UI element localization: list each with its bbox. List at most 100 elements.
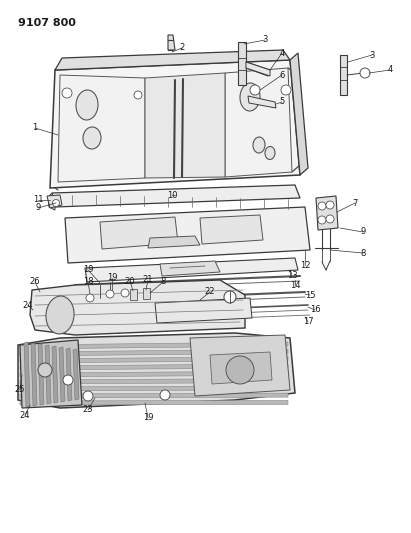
Text: 22: 22 <box>205 287 215 296</box>
Circle shape <box>83 391 93 401</box>
Ellipse shape <box>253 137 265 153</box>
Polygon shape <box>238 42 246 85</box>
Circle shape <box>281 85 291 95</box>
Ellipse shape <box>83 127 101 149</box>
Polygon shape <box>340 55 347 95</box>
Polygon shape <box>20 378 288 384</box>
Polygon shape <box>55 50 290 70</box>
Polygon shape <box>48 193 55 210</box>
Text: 3: 3 <box>262 36 268 44</box>
Polygon shape <box>50 60 300 188</box>
Polygon shape <box>168 35 175 50</box>
Polygon shape <box>45 345 51 404</box>
Polygon shape <box>30 280 245 335</box>
Polygon shape <box>20 340 82 408</box>
Polygon shape <box>210 352 272 384</box>
Circle shape <box>224 291 236 303</box>
Polygon shape <box>52 346 58 403</box>
Polygon shape <box>190 335 290 396</box>
Text: 24: 24 <box>23 301 33 310</box>
Polygon shape <box>58 75 145 182</box>
Ellipse shape <box>265 147 275 159</box>
Text: 12: 12 <box>300 261 310 270</box>
Circle shape <box>53 199 60 206</box>
Text: 5: 5 <box>279 98 285 107</box>
Text: 21: 21 <box>143 276 153 285</box>
Circle shape <box>38 363 52 377</box>
Text: 9107 800: 9107 800 <box>18 18 76 28</box>
Polygon shape <box>100 217 178 249</box>
Polygon shape <box>20 371 288 377</box>
Text: 19: 19 <box>107 273 117 282</box>
Polygon shape <box>20 342 288 349</box>
Text: 10: 10 <box>167 190 177 199</box>
Polygon shape <box>24 342 30 407</box>
Circle shape <box>134 91 142 99</box>
Circle shape <box>360 68 370 78</box>
Text: 25: 25 <box>15 385 25 394</box>
Text: 17: 17 <box>302 318 313 327</box>
Polygon shape <box>160 261 220 276</box>
Circle shape <box>318 216 326 224</box>
Polygon shape <box>246 62 270 76</box>
Text: 1: 1 <box>32 124 38 133</box>
Polygon shape <box>130 289 137 300</box>
Polygon shape <box>316 196 338 230</box>
Circle shape <box>160 390 170 400</box>
Text: 14: 14 <box>290 280 300 289</box>
Text: 11: 11 <box>33 196 43 205</box>
Text: 9: 9 <box>35 204 41 213</box>
Ellipse shape <box>46 296 74 334</box>
Polygon shape <box>31 343 37 406</box>
Text: 3: 3 <box>369 51 375 60</box>
Circle shape <box>106 290 114 298</box>
Text: 7: 7 <box>352 198 358 207</box>
Polygon shape <box>85 258 298 282</box>
Polygon shape <box>20 349 288 356</box>
Polygon shape <box>290 53 308 175</box>
Polygon shape <box>20 386 288 391</box>
Polygon shape <box>225 68 292 177</box>
Polygon shape <box>20 400 288 405</box>
Polygon shape <box>38 344 44 405</box>
Text: 20: 20 <box>125 277 135 286</box>
Circle shape <box>226 356 254 384</box>
Polygon shape <box>59 347 65 402</box>
Text: 8: 8 <box>160 278 166 287</box>
Text: 4: 4 <box>388 66 393 75</box>
Polygon shape <box>20 393 288 398</box>
Ellipse shape <box>76 90 98 120</box>
Polygon shape <box>200 215 263 244</box>
Text: 13: 13 <box>287 271 297 279</box>
Circle shape <box>326 215 334 223</box>
Text: 8: 8 <box>360 248 366 257</box>
Polygon shape <box>145 73 225 178</box>
Text: 2: 2 <box>179 44 185 52</box>
Circle shape <box>121 289 129 297</box>
Text: 15: 15 <box>305 290 315 300</box>
Text: 4: 4 <box>279 49 285 58</box>
Text: 19: 19 <box>83 265 93 274</box>
Polygon shape <box>65 207 310 263</box>
Polygon shape <box>18 333 295 408</box>
Text: 23: 23 <box>83 406 93 415</box>
Circle shape <box>62 88 72 98</box>
Text: 6: 6 <box>279 70 285 79</box>
Polygon shape <box>66 348 72 401</box>
Text: 19: 19 <box>143 414 153 423</box>
Text: 9: 9 <box>360 228 366 237</box>
Text: 24: 24 <box>20 410 30 419</box>
Circle shape <box>86 294 94 302</box>
Polygon shape <box>155 298 252 323</box>
Polygon shape <box>148 236 200 248</box>
Polygon shape <box>20 357 288 363</box>
Polygon shape <box>20 364 288 370</box>
Polygon shape <box>73 349 79 400</box>
Polygon shape <box>143 288 150 299</box>
Polygon shape <box>248 96 276 108</box>
Text: 18: 18 <box>83 278 93 287</box>
Circle shape <box>250 85 260 95</box>
Circle shape <box>318 202 326 210</box>
Ellipse shape <box>240 83 260 111</box>
Text: 16: 16 <box>309 305 320 314</box>
